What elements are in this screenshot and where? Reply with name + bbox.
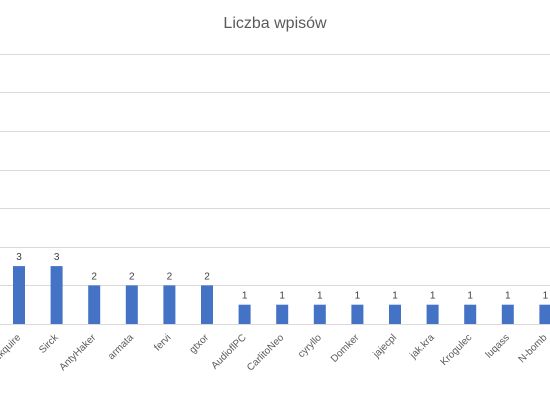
bar-N-bomb bbox=[539, 304, 550, 324]
data-labels: 3 3 2 2 2 2 1 1 1 1 1 1 1 1 1 bbox=[16, 252, 548, 302]
data-label-Krogulec: 1 bbox=[467, 291, 473, 302]
data-label-gtxor: 2 bbox=[204, 271, 210, 282]
bar-armata bbox=[125, 285, 138, 324]
data-label-fervi: 2 bbox=[167, 271, 173, 282]
bar-gtxor bbox=[201, 285, 213, 324]
bar-jajecpl bbox=[389, 304, 401, 324]
data-label-Ekquire: 3 bbox=[16, 252, 22, 263]
chart-title: Liczba wpisów bbox=[223, 15, 327, 32]
data-label-Domker: 1 bbox=[355, 291, 361, 302]
bar-fervi bbox=[163, 285, 176, 324]
bar-cyryllo bbox=[313, 304, 326, 324]
bar-CarlitoNeo bbox=[276, 304, 289, 324]
bar-Domker bbox=[351, 304, 364, 324]
data-label-N-bomb: 1 bbox=[543, 291, 549, 302]
data-label-luqass: 1 bbox=[505, 291, 511, 302]
data-label-cyryllo: 1 bbox=[317, 291, 323, 302]
data-label-armata: 2 bbox=[129, 271, 135, 282]
data-label-CarlitoNeo: 1 bbox=[279, 291, 285, 302]
bar-Ekquire bbox=[13, 266, 25, 324]
bar-Krogulec bbox=[464, 304, 477, 324]
bars bbox=[13, 266, 550, 324]
data-label-AntyHaker: 2 bbox=[91, 271, 97, 282]
data-label-AudioflPC: 1 bbox=[242, 291, 248, 302]
bar-Sirck bbox=[50, 266, 63, 324]
data-label-jak.kra: 1 bbox=[430, 291, 436, 302]
bar-luqass bbox=[501, 304, 514, 324]
data-label-jajecpl: 1 bbox=[392, 291, 398, 302]
data-label-Sirck: 3 bbox=[54, 252, 60, 263]
bar-jak.kra bbox=[426, 304, 439, 324]
bar-AntyHaker bbox=[88, 285, 101, 324]
bar-AudioflPC bbox=[238, 304, 251, 324]
